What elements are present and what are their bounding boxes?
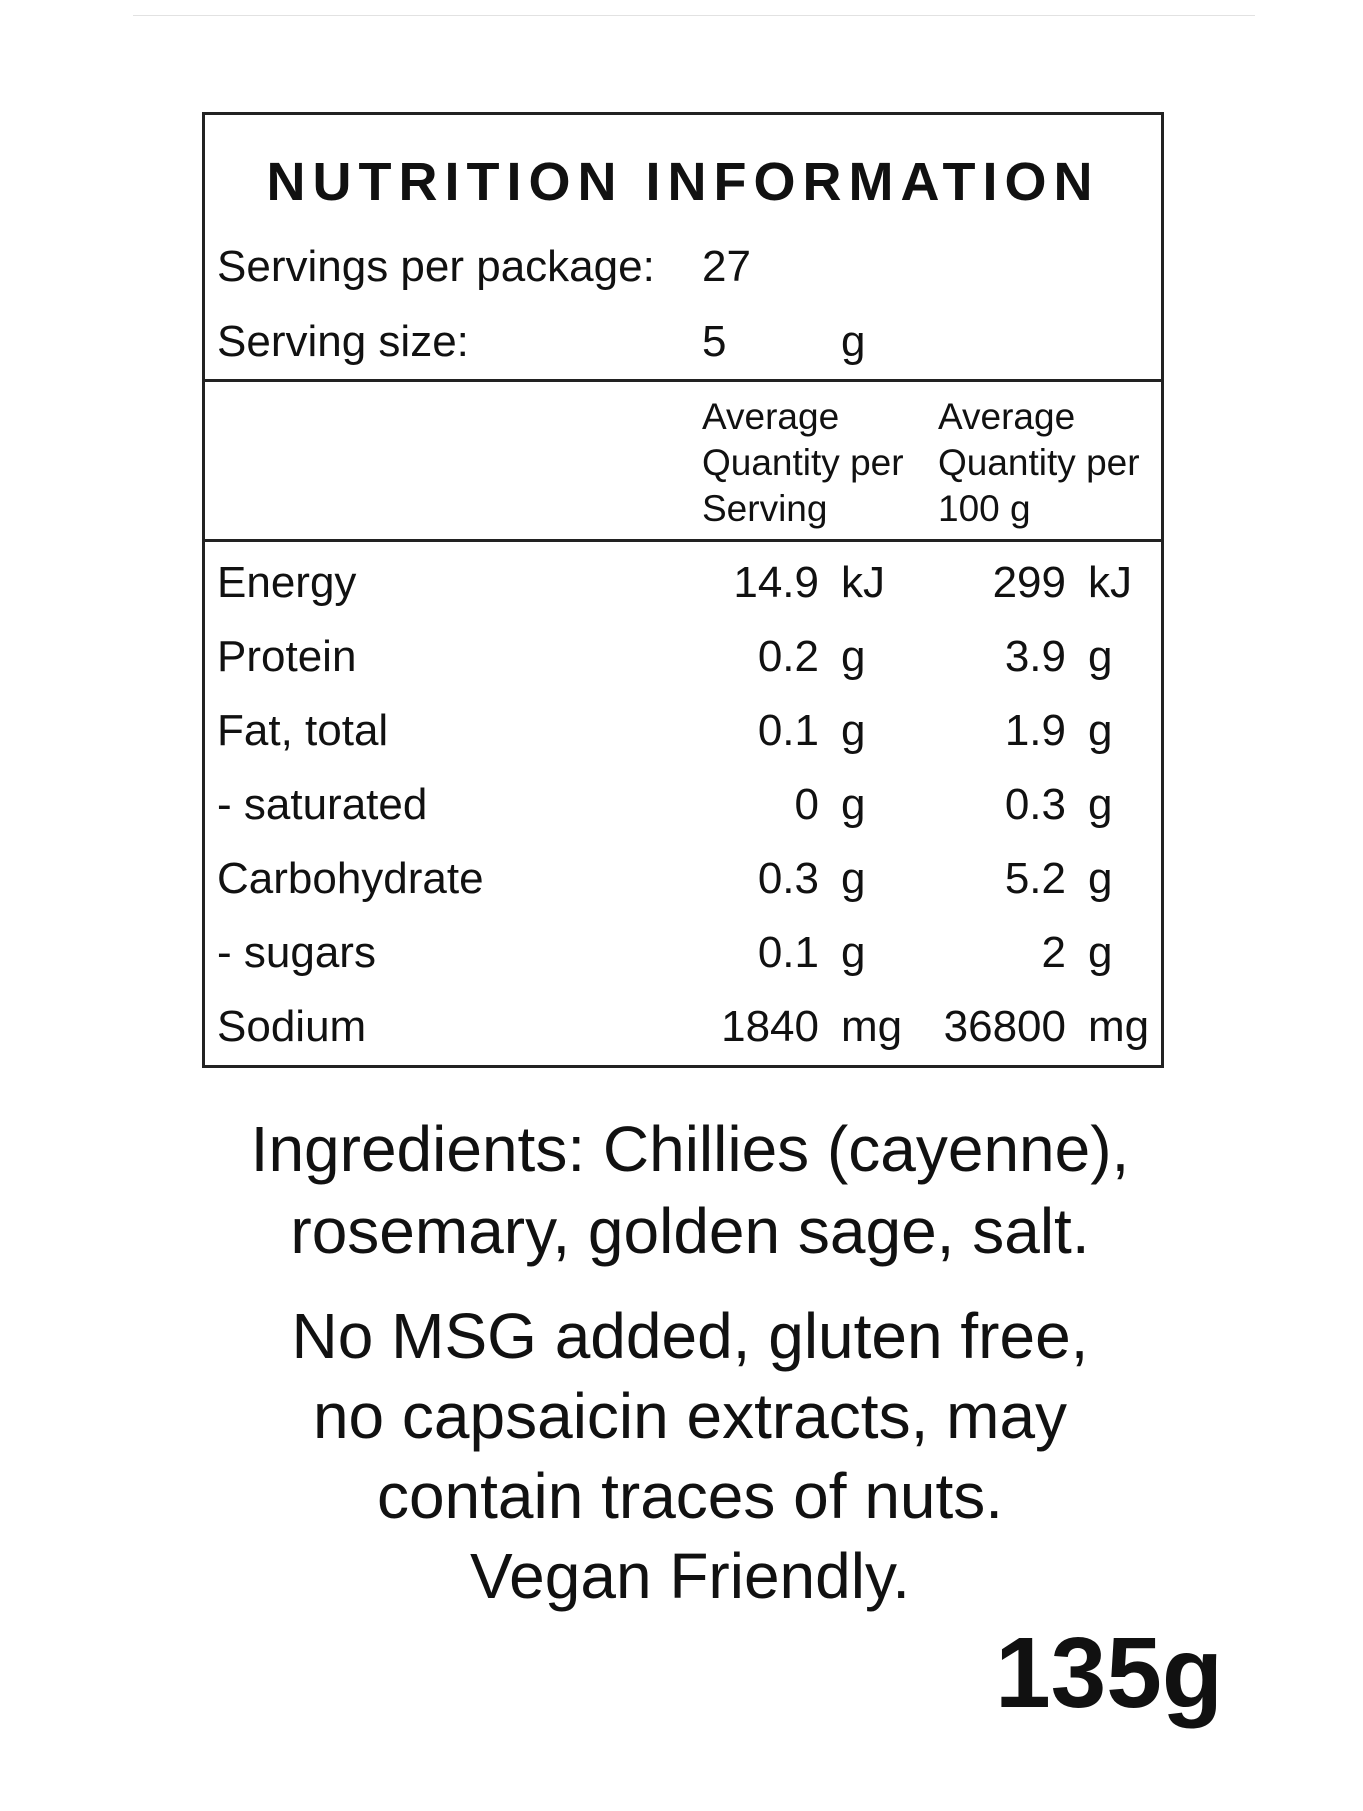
column-headers: Average Quantity per Serving Average Qua… [205, 382, 1161, 539]
per-100g-value: 0.3 [1004, 780, 1066, 829]
nutrient-row-carbohydrate: Carbohydrate 0.3 g 5.2 g [205, 843, 1161, 917]
per-100g-unit: g [1088, 706, 1113, 755]
per-100g-unit: kJ [1088, 558, 1132, 607]
servings-label: Servings per package: [217, 242, 655, 291]
per-100g-value: 36800 [943, 1002, 1066, 1051]
serving-value: 0.3 [757, 854, 819, 903]
per-100g-value: 2 [1041, 928, 1066, 977]
servings-value: 27 [702, 242, 751, 291]
net-weight: 135g [995, 1617, 1223, 1729]
per-100g-value: 299 [992, 558, 1066, 607]
nutrient-name: - sugars [217, 928, 376, 977]
serving-value: 0.1 [757, 706, 819, 755]
serving-size-value: 5 [702, 317, 727, 366]
serving-value: 0.2 [757, 632, 819, 681]
nutrition-panel: NUTRITION INFORMATION Servings per packa… [202, 112, 1164, 1068]
per-serving-header-line: Quantity per [702, 442, 904, 483]
nutrient-row-sugars: - sugars 0.1 g 2 g [205, 917, 1161, 991]
notes-line: No MSG added, gluten free, [291, 1300, 1089, 1372]
nutrient-name: - saturated [217, 780, 428, 829]
serving-value: 14.9 [733, 558, 819, 607]
nutrient-row-fat-total: Fat, total 0.1 g 1.9 g [205, 695, 1161, 769]
per-100g-value: 3.9 [1004, 632, 1066, 681]
per-100g-unit: mg [1088, 1002, 1150, 1051]
serving-unit: mg [841, 1002, 903, 1051]
per-100g-unit: g [1088, 854, 1113, 903]
serving-size-label: Serving size: [217, 317, 469, 366]
panel-title: NUTRITION INFORMATION [266, 152, 1100, 212]
per-100g-unit: g [1088, 632, 1113, 681]
nutrient-row-protein: Protein 0.2 g 3.9 g [205, 621, 1161, 695]
serving-size-unit: g [841, 317, 866, 366]
serving-value: 0.1 [757, 928, 819, 977]
serving-unit: g [841, 632, 866, 681]
top-divider [133, 15, 1255, 16]
notes-line: contain traces of nuts. [376, 1460, 1004, 1532]
per-100g-header-line: 100 g [938, 488, 1031, 529]
per-100g-unit: g [1088, 780, 1113, 829]
serving-value: 0 [794, 780, 819, 829]
serving-unit: g [841, 706, 866, 755]
per-serving-header-line: Average [702, 396, 840, 437]
per-serving-header-line: Serving [702, 488, 828, 529]
nutrient-name: Fat, total [217, 706, 389, 755]
per-100g-value: 1.9 [1004, 706, 1066, 755]
per-100g-header-line: Average [938, 396, 1076, 437]
ingredients-line: Ingredients: Chillies (cayenne), [250, 1113, 1130, 1185]
nutrient-row-energy: Energy 14.9 kJ 299 kJ [205, 547, 1161, 621]
serving-unit: kJ [841, 558, 885, 607]
dietary-notes: No MSG added, gluten free, no capsaicin … [150, 1296, 1230, 1616]
per-100g-header: Average Quantity per 100 g [938, 394, 1140, 532]
nutrient-row-sodium: Sodium 1840 mg 36800 mg [205, 991, 1161, 1065]
nutrient-name: Carbohydrate [217, 854, 484, 903]
serving-unit: g [841, 854, 866, 903]
per-100g-header-line: Quantity per [938, 442, 1140, 483]
ingredients-line: rosemary, golden sage, salt. [290, 1195, 1090, 1267]
nutrient-row-saturated: - saturated 0 g 0.3 g [205, 769, 1161, 843]
per-100g-unit: g [1088, 928, 1113, 977]
serving-unit: g [841, 780, 866, 829]
header-divider [205, 379, 1161, 382]
ingredients-text: Ingredients: Chillies (cayenne), rosemar… [150, 1108, 1230, 1272]
serving-unit: g [841, 928, 866, 977]
notes-line: no capsaicin extracts, may [312, 1380, 1068, 1452]
per-100g-value: 5.2 [1004, 854, 1066, 903]
nutrient-name: Protein [217, 632, 357, 681]
nutrient-name: Energy [217, 558, 357, 607]
nutrient-name: Sodium [217, 1002, 367, 1051]
table-divider [205, 539, 1161, 542]
notes-line: Vegan Friendly. [470, 1540, 910, 1612]
per-serving-header: Average Quantity per Serving [702, 394, 904, 532]
serving-value: 1840 [721, 1002, 819, 1051]
